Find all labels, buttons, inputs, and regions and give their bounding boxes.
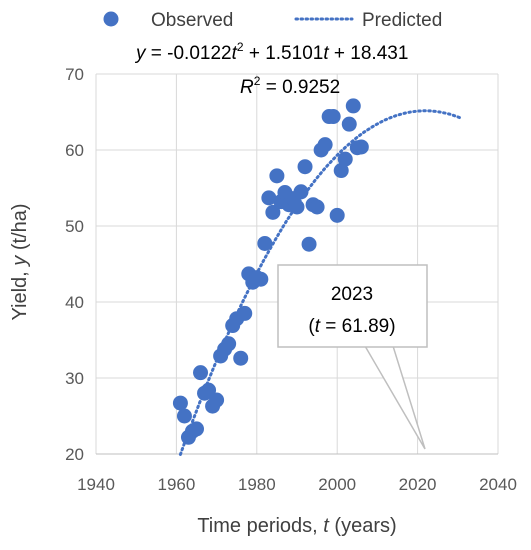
observed-point <box>309 199 325 215</box>
observed-point <box>301 236 317 252</box>
legend: Observed Predicted <box>103 10 442 31</box>
y-tick-label: 70 <box>65 65 84 84</box>
x-tick-label: 2000 <box>318 475 356 494</box>
grid <box>95 73 499 455</box>
callout-2023: 2023 (t = 61.89) <box>277 264 428 450</box>
callout-t-value: (t = 61.89) <box>308 316 395 337</box>
r-squared: R2 = 0.9252 <box>240 74 340 98</box>
predicted-series <box>178 109 464 456</box>
observed-point <box>189 421 204 437</box>
observed-point <box>233 350 249 366</box>
x-axis-title: Time periods, t (years) <box>197 515 396 537</box>
x-tick-label: 1980 <box>238 475 276 494</box>
observed-point <box>325 109 341 125</box>
regression-equation: y = -0.0122t2 + 1.5101t + 18.431 <box>134 40 408 64</box>
observed-point <box>172 395 188 411</box>
observed-point <box>345 98 361 114</box>
observed-point <box>221 336 237 352</box>
axes: 1940 1960 1980 2000 2020 2040 20 30 40 50 60 70 <box>65 65 517 494</box>
observed-point <box>353 139 369 155</box>
observed-point <box>193 365 209 381</box>
observed-point <box>265 204 281 220</box>
y-tick-label: 60 <box>65 141 84 160</box>
x-tick-label: 2020 <box>399 475 437 494</box>
observed-point <box>176 408 192 424</box>
observed-point <box>261 190 277 206</box>
observed-point <box>209 392 225 408</box>
callout-year: 2023 <box>331 284 373 305</box>
observed-point <box>333 163 349 179</box>
observed-series <box>172 98 369 445</box>
predicted-trend-line <box>178 109 464 456</box>
callout-box <box>277 264 428 348</box>
observed-point <box>257 235 273 251</box>
y-axis-title: Yield, y (t/ha) <box>9 203 31 320</box>
y-tick-label: 30 <box>65 369 84 388</box>
observed-point <box>317 137 333 153</box>
observed-point <box>297 159 313 175</box>
x-tick-label: 1940 <box>77 475 115 494</box>
observed-point <box>293 184 309 200</box>
observed-point <box>341 116 357 132</box>
legend-observed-label: Observed <box>151 10 233 31</box>
observed-point <box>237 305 253 321</box>
legend-observed-marker <box>103 11 119 27</box>
observed-point <box>253 271 269 287</box>
x-tick-label: 2040 <box>479 475 517 494</box>
y-tick-label: 20 <box>65 445 84 464</box>
observed-point <box>329 207 345 223</box>
observed-point <box>269 168 285 184</box>
legend-predicted-label: Predicted <box>362 10 442 31</box>
x-tick-label: 1960 <box>157 475 195 494</box>
callout-pointer <box>363 345 426 450</box>
y-tick-label: 40 <box>65 293 84 312</box>
y-tick-label: 50 <box>65 217 84 236</box>
observed-point <box>337 151 353 167</box>
observed-point <box>289 199 305 215</box>
